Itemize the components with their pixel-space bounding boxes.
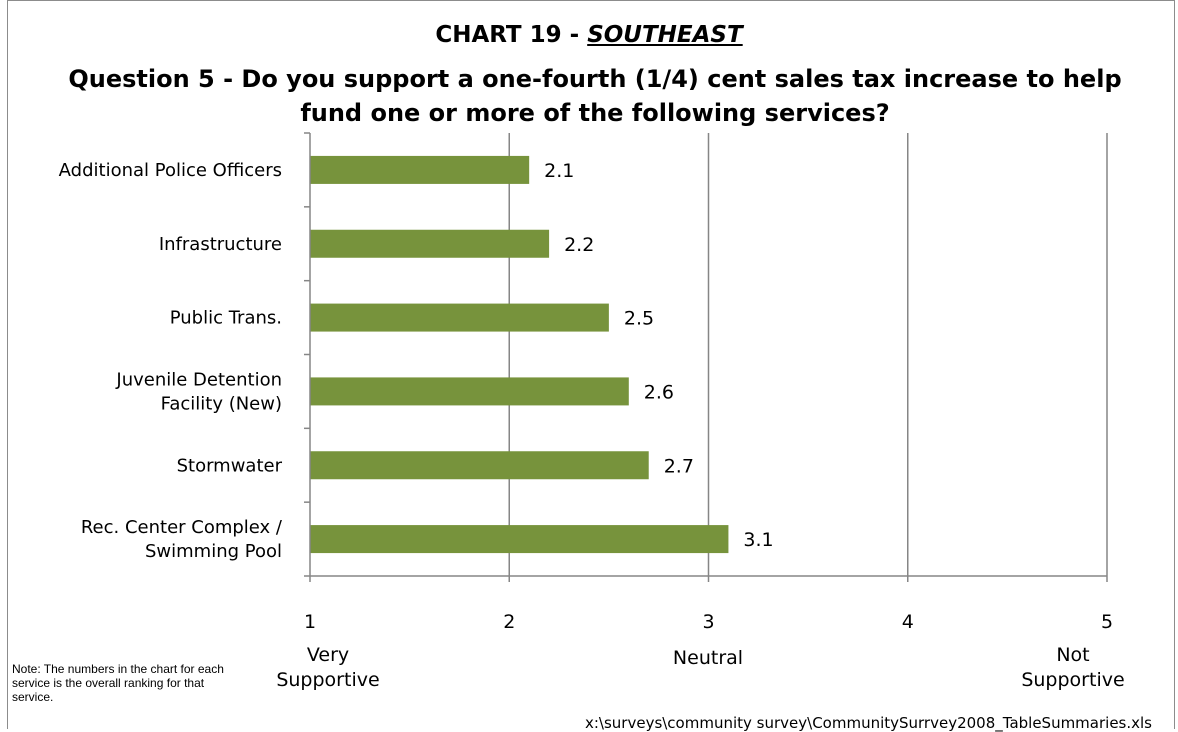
category-label-3: Public Trans. — [170, 308, 282, 329]
chart-note: Note: The numbers in the chart for each … — [12, 662, 224, 704]
bar-4 — [310, 377, 629, 406]
x-tick-label-2: 2 — [503, 611, 515, 633]
data-label-2: 2.2 — [564, 234, 594, 256]
chart-label: CHART 19 - — [435, 22, 588, 48]
bar-6 — [310, 525, 729, 554]
category-label-4-line-1: Juvenile Detention — [115, 369, 282, 390]
anchor-right-label: Not Supportive — [1021, 644, 1125, 691]
anchor-left-label: Very Supportive — [276, 644, 380, 691]
category-label-2: Infrastructure — [159, 234, 282, 255]
category-label-5: Stormwater — [177, 455, 283, 476]
category-label-6-line-1: Rec. Center Complex / — [81, 517, 283, 538]
x-tick-label-3: 3 — [702, 611, 714, 633]
question-title: Question 5 - Do you support a one-fourth… — [68, 65, 1122, 127]
category-label-1: Additional Police Officers — [59, 160, 282, 181]
x-tick-label-1: 1 — [304, 611, 316, 633]
data-label-4: 2.6 — [644, 381, 674, 403]
anchor-middle-label: Neutral — [672, 647, 744, 669]
category-label-6-line-2: Swimming Pool — [145, 541, 282, 562]
bar-1 — [310, 155, 530, 184]
data-label-6: 3.1 — [743, 529, 773, 551]
bar-3 — [310, 303, 609, 332]
source-filepath: x:\surveys\community survey\CommunitySur… — [584, 714, 1152, 732]
chart-frame — [7, 0, 1175, 729]
bar-2 — [310, 229, 550, 258]
x-tick-label-4: 4 — [902, 611, 914, 633]
data-label-3: 2.5 — [624, 308, 654, 330]
category-label-4-line-2: Facility (New) — [161, 393, 282, 414]
bar-5 — [310, 451, 649, 480]
region-name: SOUTHEAST — [587, 22, 743, 48]
data-label-1: 2.1 — [544, 160, 574, 182]
data-label-5: 2.7 — [664, 455, 694, 477]
x-tick-label-5: 5 — [1101, 611, 1113, 633]
chart-title: CHART 19 - SOUTHEAST — [0, 22, 1178, 48]
